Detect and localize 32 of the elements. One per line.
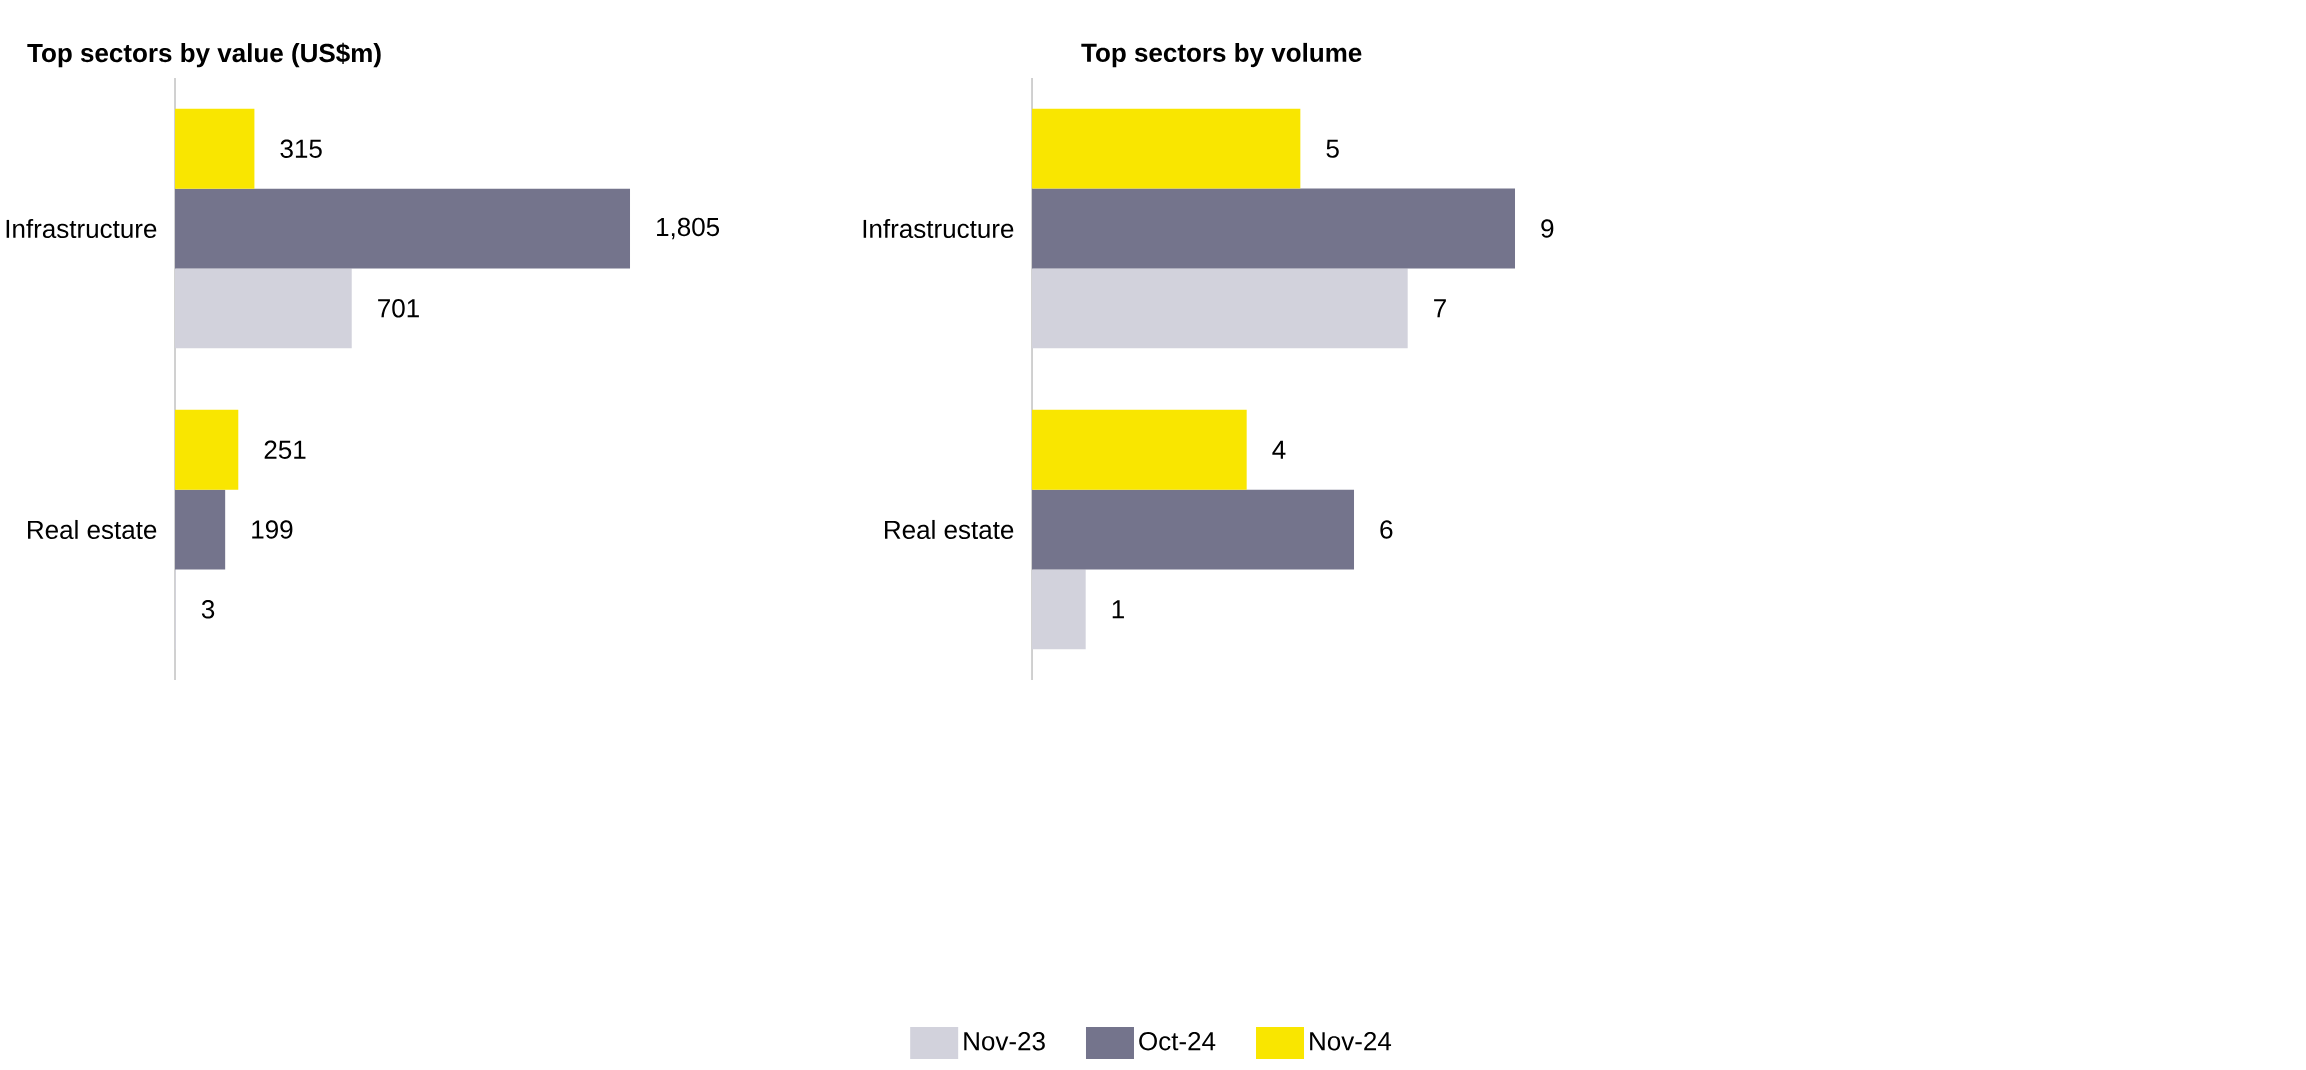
- bar: [175, 188, 631, 269]
- bar: [175, 108, 255, 189]
- data-label: 4: [1272, 440, 1286, 459]
- bar: [175, 489, 226, 570]
- bar: [175, 409, 239, 490]
- data-label: 315: [280, 139, 322, 158]
- data-label: 3: [201, 600, 215, 619]
- chart-title: Top sectors by value (US$m): [27, 42, 381, 68]
- bar: [1032, 489, 1355, 570]
- bar: [1032, 569, 1086, 650]
- bar: [175, 268, 352, 349]
- bar: [1032, 188, 1516, 269]
- y-tick-label: Infrastructure: [863, 218, 1014, 239]
- legend-label: Oct-24: [1139, 1031, 1216, 1051]
- bar: [1032, 268, 1408, 349]
- data-label: 9: [1541, 219, 1554, 238]
- data-label: 1: [1112, 600, 1124, 619]
- data-label: 6: [1380, 520, 1393, 539]
- y-tick-label: Infrastructure: [6, 218, 157, 239]
- legend-label: Nov-23: [964, 1031, 1045, 1051]
- bar: [1032, 409, 1247, 490]
- chart-title: Top sectors by volume: [1081, 42, 1362, 68]
- data-label: 701: [378, 299, 419, 318]
- legend-label: Nov-24: [1310, 1031, 1392, 1051]
- data-label: 1,805: [657, 217, 720, 240]
- y-tick-label: Real estate: [28, 519, 157, 540]
- data-label: 251: [264, 440, 306, 459]
- bar: [1032, 108, 1301, 189]
- y-tick-label: Real estate: [885, 519, 1014, 540]
- data-label: 5: [1326, 139, 1339, 158]
- data-label: 7: [1434, 299, 1446, 318]
- data-label: 199: [252, 520, 293, 539]
